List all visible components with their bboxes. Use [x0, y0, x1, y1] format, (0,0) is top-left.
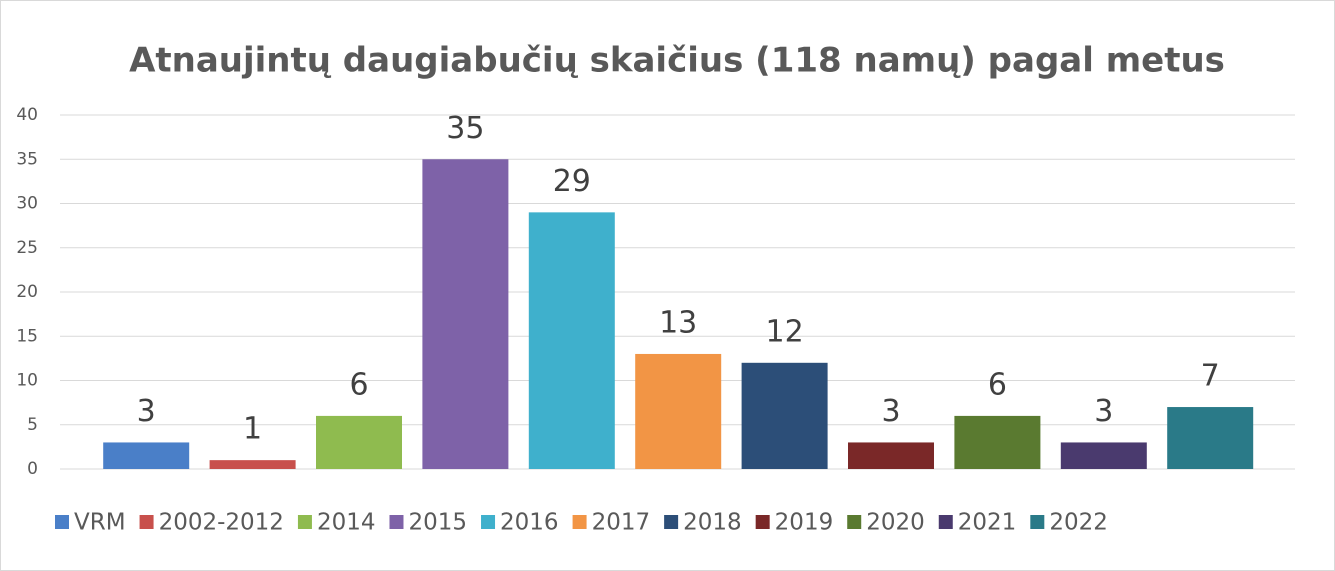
legend-swatch: [938, 515, 953, 529]
data-label: 1: [243, 412, 262, 447]
chart-title: Atnaujintų daugiabučių skaičius (118 nam…: [129, 41, 1225, 81]
legend-swatch: [755, 515, 770, 529]
data-label: 7: [1201, 359, 1220, 394]
legend-label: 2021: [958, 510, 1017, 536]
legend-swatch: [572, 515, 587, 529]
data-label: 12: [766, 314, 804, 349]
y-tick-label: 25: [16, 238, 38, 258]
bar: [422, 159, 509, 469]
legend-label: 2015: [408, 510, 467, 536]
data-label: 3: [137, 394, 156, 429]
bar: [635, 353, 722, 469]
legend-label: 2020: [866, 510, 925, 536]
data-label: 35: [446, 111, 484, 146]
y-tick-label: 20: [16, 282, 38, 302]
legend-label: VRM: [74, 510, 126, 536]
legend-label: 2016: [500, 510, 559, 536]
y-tick-label: 15: [16, 326, 38, 346]
data-label: 29: [553, 164, 591, 199]
bar: [954, 415, 1041, 469]
bar: [316, 415, 402, 469]
data-label: 6: [988, 367, 1007, 402]
y-tick-label: 10: [16, 371, 38, 391]
data-label: 13: [659, 305, 697, 340]
legend-swatch: [847, 515, 862, 529]
bar: [1060, 442, 1147, 469]
legend-swatch: [481, 515, 496, 529]
legend-label: 2019: [775, 510, 834, 536]
legend-swatch: [297, 515, 312, 529]
y-tick-label: 0: [27, 459, 38, 479]
legend-label: 2018: [683, 510, 742, 536]
legend-label: 2022: [1049, 510, 1108, 536]
data-label: 3: [881, 394, 900, 429]
legend-swatch: [389, 515, 404, 529]
y-tick-label: 30: [16, 194, 38, 214]
bar: [209, 460, 296, 469]
data-label: 3: [1094, 394, 1113, 429]
legend-swatch: [664, 515, 679, 529]
y-tick-label: 5: [27, 415, 38, 435]
legend-swatch: [139, 515, 154, 529]
y-tick-label: 40: [16, 105, 38, 125]
bar: [741, 362, 828, 469]
legend-swatch: [1030, 515, 1045, 529]
bar: [103, 442, 190, 469]
y-tick-label: 35: [16, 149, 38, 169]
data-label: 6: [349, 367, 368, 402]
legend-label: 2014: [317, 510, 376, 536]
bar: [528, 212, 615, 469]
bar: [1167, 407, 1254, 469]
bar: [848, 442, 934, 469]
legend-swatch: [55, 515, 69, 529]
legend-label: 2017: [592, 510, 651, 536]
legend-label: 2002-2012: [159, 510, 284, 536]
